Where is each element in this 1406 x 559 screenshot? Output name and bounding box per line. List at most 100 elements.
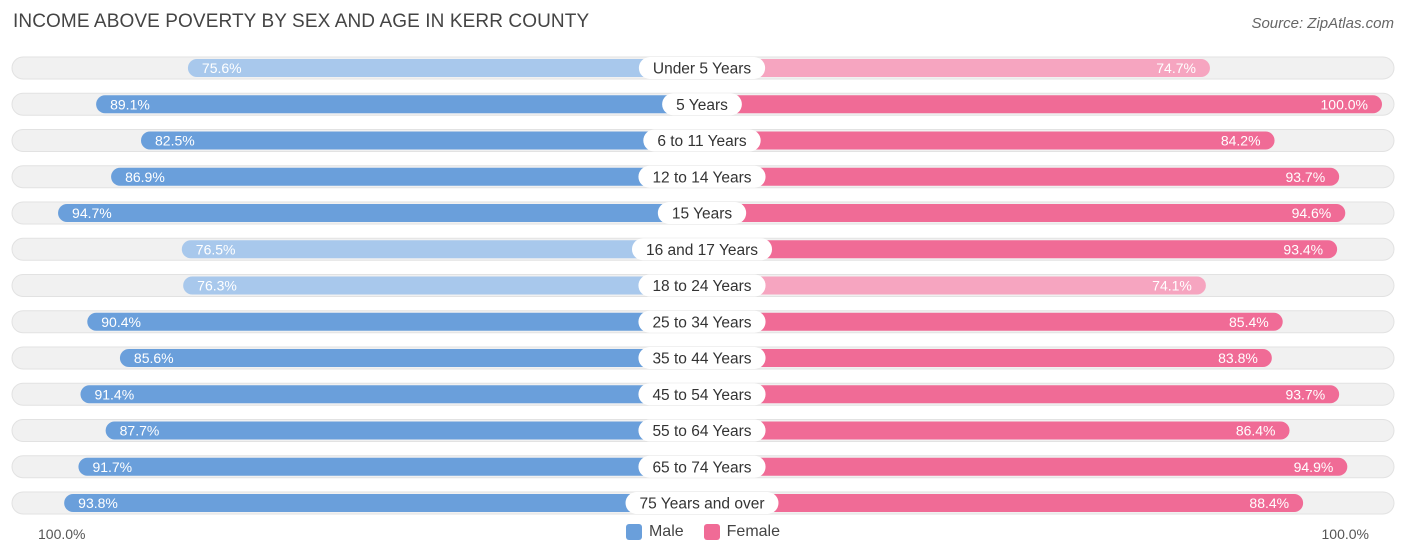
value-label-female: 88.4% bbox=[1249, 495, 1289, 511]
value-label-male: 85.6% bbox=[134, 350, 174, 366]
value-label-female: 100.0% bbox=[1321, 96, 1368, 112]
value-label-female: 93.7% bbox=[1285, 169, 1325, 185]
category-pill bbox=[638, 347, 766, 369]
value-label-male: 89.1% bbox=[110, 96, 150, 112]
category-pill bbox=[662, 93, 742, 116]
chart-row: 94.7% 94.6% 15 Years bbox=[11, 201, 1395, 225]
source-label: Source: ZipAtlas.com bbox=[1251, 15, 1394, 32]
chart-row: 87.7% 86.4% 55 to 64 Years bbox=[11, 419, 1395, 442]
bar-male bbox=[87, 312, 702, 331]
value-label-female: 93.7% bbox=[1285, 386, 1325, 402]
chart-row: 93.8% 88.4% 75 Years and over bbox=[11, 491, 1395, 515]
category-label: 16 and 17 Years bbox=[646, 242, 758, 259]
category-label: 55 to 64 Years bbox=[652, 423, 751, 440]
category-label: 18 to 24 Years bbox=[652, 278, 751, 295]
bar-female bbox=[702, 167, 1340, 186]
value-label-male: 93.8% bbox=[78, 495, 118, 511]
category-pill bbox=[631, 238, 773, 261]
chart-row: 91.4% 93.7% 45 to 54 Years bbox=[11, 382, 1395, 406]
bar-female bbox=[702, 276, 1206, 295]
category-pill bbox=[638, 419, 766, 442]
chart-row: 75.6% 74.7% Under 5 Years bbox=[11, 56, 1395, 80]
bar-female bbox=[702, 312, 1283, 331]
category-pill bbox=[638, 455, 766, 478]
category-pill bbox=[638, 57, 766, 79]
bar-male bbox=[58, 204, 703, 222]
category-label: 25 to 34 Years bbox=[652, 314, 751, 331]
category-pill bbox=[625, 492, 779, 514]
chart-row: 91.7% 94.9% 65 to 74 Years bbox=[11, 455, 1395, 479]
chart-row: 76.3% 74.1% 18 to 24 Years bbox=[11, 274, 1395, 297]
bar-female bbox=[702, 240, 1338, 259]
bar-male bbox=[141, 131, 702, 150]
category-pill bbox=[638, 383, 766, 406]
legend-swatch-female bbox=[703, 524, 720, 540]
legend-label-female: Female bbox=[726, 523, 781, 540]
category-label: 6 to 11 Years bbox=[657, 133, 747, 150]
bar-female bbox=[702, 457, 1348, 476]
bar-female bbox=[702, 421, 1290, 440]
axis-right-label: 100.0% bbox=[1321, 526, 1369, 542]
value-label-male: 94.7% bbox=[72, 205, 112, 221]
category-pill bbox=[638, 310, 766, 333]
chart-row: 90.4% 85.4% 25 to 34 Years bbox=[11, 310, 1395, 334]
chart-area: 75.6% 74.7% Under 5 Years 89.1% 100.0% 5 Year… bbox=[11, 56, 1395, 515]
category-pill bbox=[638, 165, 766, 188]
value-label-male: 82.5% bbox=[155, 133, 195, 149]
chart-row: 85.6% 83.8% 35 to 44 Years bbox=[11, 346, 1395, 370]
category-label: 12 to 14 Years bbox=[652, 169, 751, 186]
axis-left-label: 100.0% bbox=[38, 526, 86, 542]
value-label-female: 83.8% bbox=[1218, 350, 1258, 366]
bar-female bbox=[702, 59, 1210, 77]
value-label-male: 75.6% bbox=[202, 60, 242, 76]
category-label: 45 to 54 Years bbox=[652, 387, 751, 404]
category-pill bbox=[657, 202, 747, 224]
bar-male bbox=[78, 457, 702, 476]
value-label-male: 90.4% bbox=[101, 314, 141, 330]
bar-female bbox=[702, 349, 1272, 367]
value-label-female: 94.9% bbox=[1294, 459, 1334, 475]
value-label-female: 86.4% bbox=[1236, 423, 1276, 439]
category-label: Under 5 Years bbox=[653, 61, 751, 78]
category-label: 15 Years bbox=[672, 206, 733, 223]
value-label-male: 87.7% bbox=[120, 423, 160, 439]
category-pill bbox=[638, 274, 766, 297]
value-label-female: 93.4% bbox=[1283, 241, 1323, 257]
value-label-male: 91.7% bbox=[92, 459, 132, 475]
chart-row: 89.1% 100.0% 5 Years bbox=[11, 92, 1395, 116]
category-pill bbox=[643, 129, 761, 152]
bar-female bbox=[702, 95, 1382, 114]
bar-female bbox=[702, 494, 1304, 512]
value-label-female: 85.4% bbox=[1229, 314, 1269, 330]
legend-item-male: Male bbox=[625, 523, 684, 541]
bar-female bbox=[702, 131, 1275, 150]
bar-male bbox=[80, 385, 703, 404]
bar-male bbox=[187, 59, 703, 77]
legend-item-female: Female bbox=[703, 523, 781, 541]
legend-swatch-male bbox=[625, 524, 642, 540]
category-label: 35 to 44 Years bbox=[652, 351, 751, 368]
value-label-male: 86.9% bbox=[125, 169, 165, 185]
legend: Male Female bbox=[0, 523, 1406, 541]
bar-male bbox=[96, 95, 703, 114]
value-label-female: 74.7% bbox=[1156, 60, 1196, 76]
chart-row: 86.9% 93.7% 12 to 14 Years bbox=[11, 165, 1395, 189]
value-label-female: 94.6% bbox=[1292, 205, 1332, 221]
value-label-male: 76.5% bbox=[196, 241, 236, 257]
chart-row: 76.5% 93.4% 16 and 17 Years bbox=[11, 237, 1395, 261]
value-label-male: 91.4% bbox=[94, 386, 134, 402]
value-label-male: 76.3% bbox=[197, 278, 237, 294]
value-label-female: 84.2% bbox=[1221, 133, 1261, 149]
chart-title: INCOME ABOVE POVERTY BY SEX AND AGE IN K… bbox=[13, 11, 590, 32]
bar-female bbox=[702, 385, 1340, 404]
legend-label-male: Male bbox=[648, 523, 684, 540]
bar-male bbox=[119, 349, 703, 367]
value-label-female: 74.1% bbox=[1152, 278, 1192, 294]
bar-male bbox=[183, 276, 702, 295]
bar-male bbox=[64, 494, 702, 512]
bar-male bbox=[181, 240, 703, 259]
category-label: 65 to 74 Years bbox=[652, 459, 751, 476]
chart-row: 82.5% 84.2% 6 to 11 Years bbox=[11, 129, 1395, 152]
category-label: 75 Years and over bbox=[640, 496, 765, 513]
bar-male bbox=[111, 167, 702, 186]
